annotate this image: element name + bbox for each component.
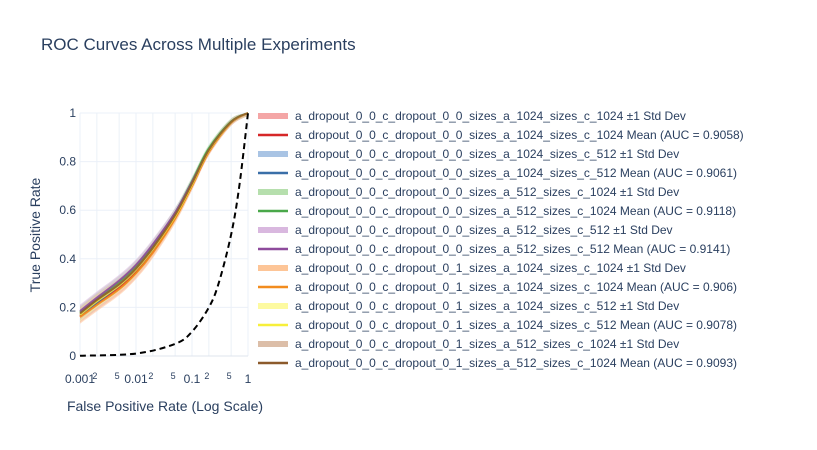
std-band-6 <box>80 113 248 318</box>
legend-item-8[interactable]: a_dropout_0_0_c_dropout_0_1_sizes_a_1024… <box>258 261 686 275</box>
std-band-12 <box>80 113 248 320</box>
mean-line-7 <box>79 112 249 312</box>
x-tick-label-5: 5 <box>171 371 176 381</box>
legend-label-10: a_dropout_0_0_c_dropout_0_1_sizes_a_1024… <box>295 299 679 313</box>
legend-item-4[interactable]: a_dropout_0_0_c_dropout_0_0_sizes_a_512_… <box>258 185 679 199</box>
legend-label-9: a_dropout_0_0_c_dropout_0_1_sizes_a_1024… <box>295 280 737 294</box>
legend-label-1: a_dropout_0_0_c_dropout_0_0_sizes_a_1024… <box>295 128 744 142</box>
mean-line-5 <box>79 112 249 314</box>
x-axis-title: False Positive Rate (Log Scale) <box>67 398 263 414</box>
reference-diagonal <box>79 112 249 357</box>
legend-label-3: a_dropout_0_0_c_dropout_0_0_sizes_a_1024… <box>295 166 737 180</box>
x-tick-label-4: 2 <box>148 371 153 381</box>
y-tick-label-1: 0.2 <box>59 300 76 314</box>
legend-item-13[interactable]: a_dropout_0_0_c_dropout_0_1_sizes_a_512_… <box>258 356 737 370</box>
y-tick-label-2: 0.4 <box>59 252 76 266</box>
x-tick-label-3: 0.01 <box>124 372 148 386</box>
chart-title: ROC Curves Across Multiple Experiments <box>41 35 356 54</box>
legend-item-2[interactable]: a_dropout_0_0_c_dropout_0_0_sizes_a_1024… <box>258 147 679 161</box>
x-tick-label-7: 2 <box>204 371 209 381</box>
legend-label-8: a_dropout_0_0_c_dropout_0_1_sizes_a_1024… <box>295 261 686 275</box>
legend-label-6: a_dropout_0_0_c_dropout_0_0_sizes_a_512_… <box>295 223 673 237</box>
y-tick-label-4: 0.8 <box>59 155 76 169</box>
mean-line-11 <box>79 112 249 316</box>
legend-label-2: a_dropout_0_0_c_dropout_0_0_sizes_a_1024… <box>295 147 679 161</box>
legend-label-12: a_dropout_0_0_c_dropout_0_1_sizes_a_512_… <box>295 337 679 351</box>
legend-label-4: a_dropout_0_0_c_dropout_0_0_sizes_a_512_… <box>295 185 679 199</box>
legend-item-10[interactable]: a_dropout_0_0_c_dropout_0_1_sizes_a_1024… <box>258 299 679 313</box>
legend-label-5: a_dropout_0_0_c_dropout_0_0_sizes_a_512_… <box>295 204 736 218</box>
legend-item-1[interactable]: a_dropout_0_0_c_dropout_0_0_sizes_a_1024… <box>258 128 744 142</box>
legend[interactable]: a_dropout_0_0_c_dropout_0_0_sizes_a_1024… <box>258 109 744 370</box>
y-tick-label-3: 0.6 <box>59 203 76 217</box>
mean-line-13 <box>79 112 249 315</box>
y-axis-title: True Positive Rate <box>27 177 43 292</box>
x-tick-label-9: 1 <box>245 372 252 386</box>
mean-line-3 <box>79 112 249 316</box>
legend-item-7[interactable]: a_dropout_0_0_c_dropout_0_0_sizes_a_512_… <box>258 242 730 256</box>
y-tick-labels: 0 0.2 0.4 0.6 0.8 1 <box>59 106 76 363</box>
legend-item-11[interactable]: a_dropout_0_0_c_dropout_0_1_sizes_a_1024… <box>258 318 737 332</box>
x-tick-label-1: 2 <box>92 371 97 381</box>
mean-lines <box>79 112 249 318</box>
x-tick-label-6: 0.1 <box>184 372 201 386</box>
legend-label-0: a_dropout_0_0_c_dropout_0_0_sizes_a_1024… <box>295 109 686 123</box>
x-tick-label-2: 5 <box>115 371 120 381</box>
y-tick-label-0: 0 <box>69 349 76 363</box>
legend-item-9[interactable]: a_dropout_0_0_c_dropout_0_1_sizes_a_1024… <box>258 280 737 294</box>
legend-item-5[interactable]: a_dropout_0_0_c_dropout_0_0_sizes_a_512_… <box>258 204 736 218</box>
legend-label-7: a_dropout_0_0_c_dropout_0_0_sizes_a_512_… <box>295 242 730 256</box>
legend-label-13: a_dropout_0_0_c_dropout_0_1_sizes_a_512_… <box>295 356 737 370</box>
y-tick-label-5: 1 <box>69 106 76 120</box>
x-tick-label-8: 5 <box>227 371 232 381</box>
legend-item-3[interactable]: a_dropout_0_0_c_dropout_0_0_sizes_a_1024… <box>258 166 737 180</box>
legend-item-0[interactable]: a_dropout_0_0_c_dropout_0_0_sizes_a_1024… <box>258 109 686 123</box>
reference-line <box>79 112 249 357</box>
legend-item-12[interactable]: a_dropout_0_0_c_dropout_0_1_sizes_a_512_… <box>258 337 679 351</box>
legend-label-11: a_dropout_0_0_c_dropout_0_1_sizes_a_1024… <box>295 318 737 332</box>
x-tick-label-0: 0.001 <box>65 372 95 386</box>
plot-grid <box>79 112 249 357</box>
legend-item-6[interactable]: a_dropout_0_0_c_dropout_0_0_sizes_a_512_… <box>258 223 673 237</box>
